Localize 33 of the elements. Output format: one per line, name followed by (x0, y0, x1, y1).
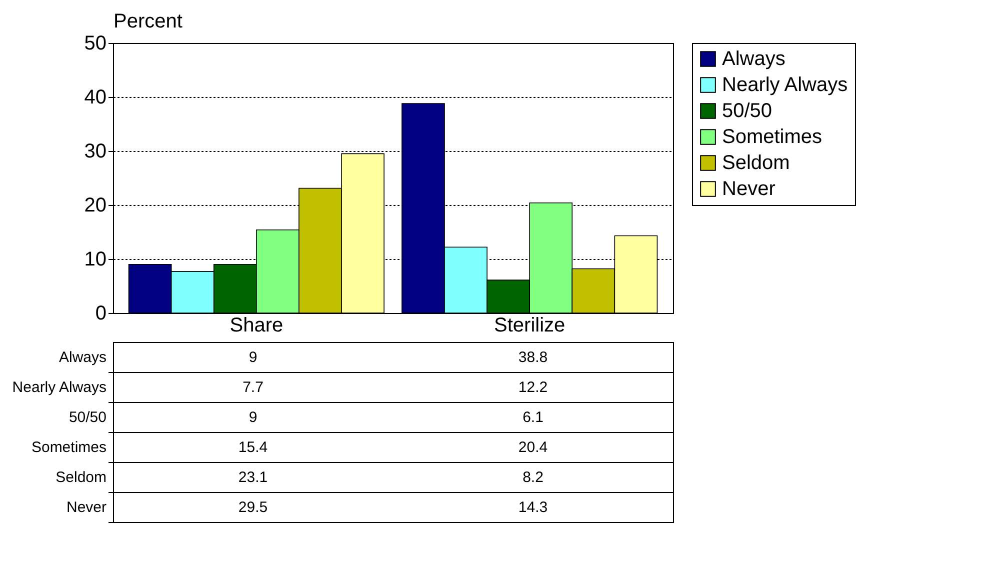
y-axis-title: Percent (114, 10, 183, 32)
data-label: 8.2 (522, 469, 544, 486)
legend-label: Never (722, 178, 776, 200)
text: Seldom (56, 469, 106, 486)
text: Never (66, 499, 106, 516)
legend-label: Seldom (722, 152, 790, 174)
data-label: 12.2 (518, 379, 548, 396)
data-label: 9 (248, 349, 258, 366)
data-label: 23.1 (238, 469, 268, 486)
data-label: 15.4 (238, 439, 268, 456)
x-tick-label: Sterilize (494, 314, 566, 336)
data-label: 14.3 (518, 499, 548, 516)
data-label: 38.8 (518, 349, 548, 366)
legend-label: 50/50 (722, 100, 772, 122)
x-tick-label: Share (230, 314, 284, 336)
y-tick-label: 10 (84, 248, 106, 270)
data-label: 9 (248, 409, 258, 426)
text: Always (58, 349, 106, 366)
y-tick-label: 20 (84, 194, 106, 216)
y-tick-label: 50 (84, 32, 106, 54)
data-label: 29.5 (238, 499, 268, 516)
y-tick-label: 0 (95, 302, 106, 324)
text: Sometimes (31, 439, 106, 456)
legend-label: Always (722, 48, 786, 70)
legend-label: Nearly Always (722, 74, 848, 96)
data-label: 7.7 (242, 379, 264, 396)
data-label: 20.4 (518, 439, 548, 456)
legend-label: Sometimes (722, 126, 822, 148)
y-tick-label: 40 (84, 86, 106, 108)
data-label: 6.1 (522, 409, 544, 426)
text: 50/50 (68, 409, 106, 426)
y-tick-label: 30 (84, 140, 106, 162)
text: Nearly Always (12, 379, 106, 396)
